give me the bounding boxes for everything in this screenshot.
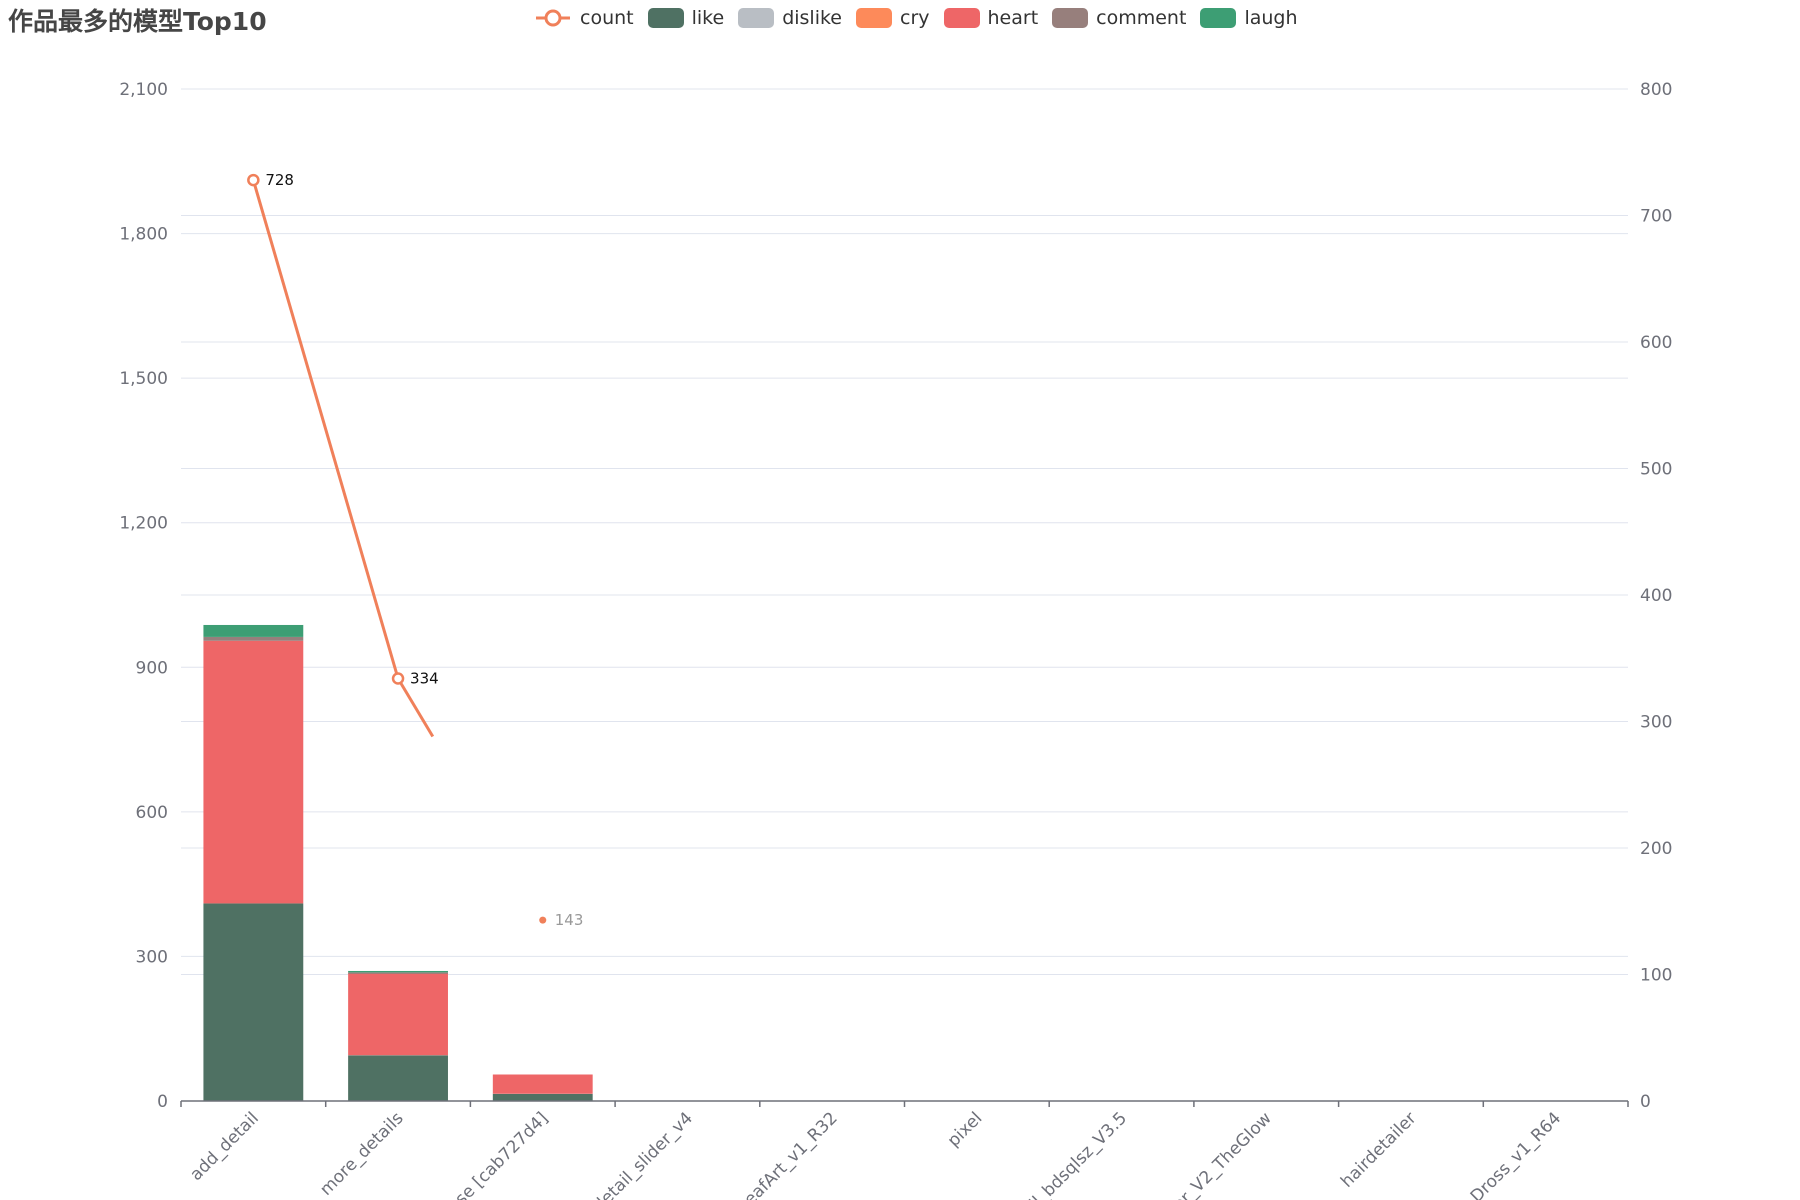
y-left-tick-label: 900 <box>136 658 168 678</box>
legend-label: like <box>691 7 725 29</box>
legend-label: dislike <box>782 7 842 29</box>
bar-heart-epinoiseoffset-cab727d4- <box>492 1074 593 1094</box>
x-category-label: all_bdsqlsz_V3.5 <box>1018 1108 1131 1200</box>
x-category-label: ier_V2_TheGlow <box>1166 1108 1276 1200</box>
y-right-tick-label: 800 <box>1640 80 1672 100</box>
line-series-count-segment <box>396 677 435 738</box>
y-right-tick-label: 400 <box>1640 586 1672 606</box>
legend-swatch <box>1052 8 1089 28</box>
bar-like-more-details <box>348 1055 448 1101</box>
y-right-tick-label: 300 <box>1640 713 1672 733</box>
y-left-tick-label: 300 <box>136 947 168 967</box>
bar-heart-more-details <box>348 973 448 1056</box>
y-left-tick-label: 2,100 <box>119 80 168 100</box>
line-point-label: 334 <box>410 669 439 687</box>
x-category-label: LeafArt_v1_R32 <box>734 1108 842 1200</box>
bar-laugh-add-detail <box>203 624 304 637</box>
legend-swatch <box>943 8 980 28</box>
bar-laugh-more-details <box>348 970 448 973</box>
legend-item-like[interactable]: like <box>647 7 725 29</box>
bar-comment-add-detail <box>203 636 304 641</box>
line-series-count <box>251 179 400 679</box>
line-point-count <box>391 672 405 685</box>
legend-label: cry <box>900 7 930 29</box>
bar-like-add-detail <box>203 903 304 1101</box>
x-category-label: Dross_v1_R64 <box>1467 1108 1565 1200</box>
y-left-tick-label: 1,500 <box>119 369 168 389</box>
legend-swatch <box>1200 8 1237 28</box>
legend-item-count[interactable]: count <box>534 7 634 29</box>
line-point-label: 143 <box>555 911 584 929</box>
legend-swatch <box>647 8 684 28</box>
legend-item-dislike[interactable]: dislike <box>738 7 842 29</box>
y-left-tick-label: 0 <box>157 1092 168 1112</box>
y-left-tick-label: 1,200 <box>119 514 168 534</box>
y-left-tick-label: 600 <box>136 803 168 823</box>
line-point-label: 728 <box>265 171 294 189</box>
legend-swatch <box>738 8 775 28</box>
x-category-label: add_detail <box>186 1108 263 1185</box>
legend-item-heart[interactable]: heart <box>943 7 1039 29</box>
chart-legend: count like dislike cry heart comment laugh <box>534 3 1312 33</box>
y-right-tick-label: 100 <box>1640 966 1672 986</box>
legend-item-cry[interactable]: cry <box>856 7 930 29</box>
bar-comment-more-details <box>348 972 448 974</box>
legend-label: comment <box>1096 7 1187 29</box>
legend-item-comment[interactable]: comment <box>1052 7 1186 29</box>
y-right-tick-label: 200 <box>1640 839 1672 859</box>
x-category-label: detail_slider_v4 <box>589 1108 697 1200</box>
legend-line-marker-icon <box>536 9 570 27</box>
line-point-count <box>539 916 547 924</box>
bar-like-epinoiseoffset-cab727d4- <box>492 1093 593 1101</box>
x-category-label: more_details <box>316 1108 407 1199</box>
legend-item-laugh[interactable]: laugh <box>1200 7 1298 29</box>
bar-heart-add-detail <box>203 640 304 904</box>
y-right-tick-label: 700 <box>1640 207 1672 227</box>
x-category-label: pixel <box>944 1108 987 1151</box>
line-point-count <box>247 173 260 187</box>
y-left-tick-label: 1,800 <box>119 225 168 245</box>
y-right-tick-label: 600 <box>1640 333 1672 353</box>
y-right-tick-label: 0 <box>1640 1092 1651 1112</box>
legend-label: count <box>580 7 634 29</box>
x-category-label: hairdetailer <box>1337 1108 1420 1191</box>
x-category-label: ose [cab727d4] <box>444 1108 552 1200</box>
legend-swatch <box>856 8 892 28</box>
legend-label: heart <box>987 7 1039 29</box>
legend-label: laugh <box>1244 7 1298 29</box>
chart-title: 作品最多的模型Top10 <box>8 7 267 36</box>
y-right-tick-label: 500 <box>1640 460 1672 480</box>
